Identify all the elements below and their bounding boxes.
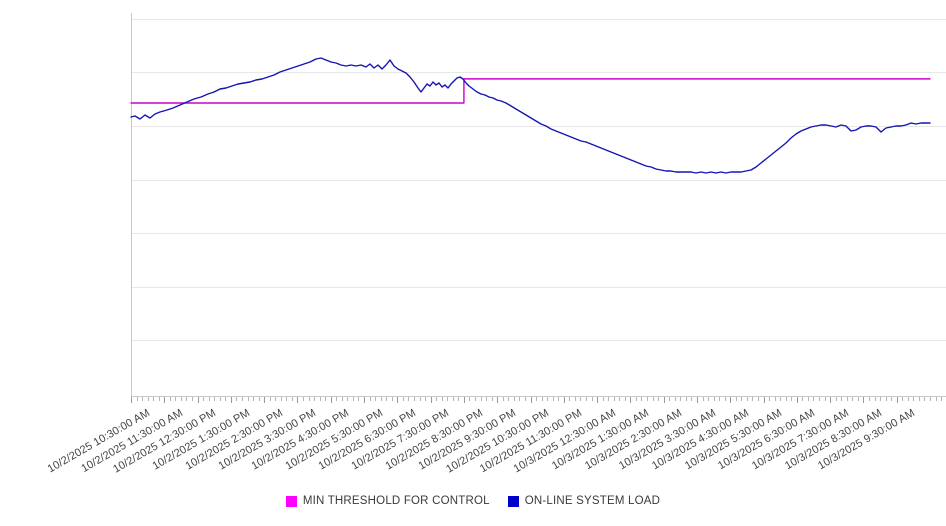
series-line-on-line-system-load	[130, 57, 931, 174]
legend-item-label: MIN THRESHOLD FOR CONTROL	[302, 495, 490, 507]
legend-item[interactable]: MIN THRESHOLD FOR CONTROL	[285, 495, 490, 507]
gridlines	[131, 19, 946, 341]
series-line-min-threshold-for-control	[130, 78, 931, 104]
axis-ticks	[131, 397, 942, 403]
legend-item-label: ON-LINE SYSTEM LOAD	[524, 495, 661, 507]
legend-color-swatch-icon	[285, 495, 297, 507]
legend-item[interactable]: ON-LINE SYSTEM LOAD	[507, 495, 661, 507]
chart-legend: MIN THRESHOLD FOR CONTROL ON-LINE SYSTEM …	[0, 495, 946, 507]
legend-color-swatch-icon	[507, 495, 519, 507]
axis-lines	[131, 13, 946, 397]
